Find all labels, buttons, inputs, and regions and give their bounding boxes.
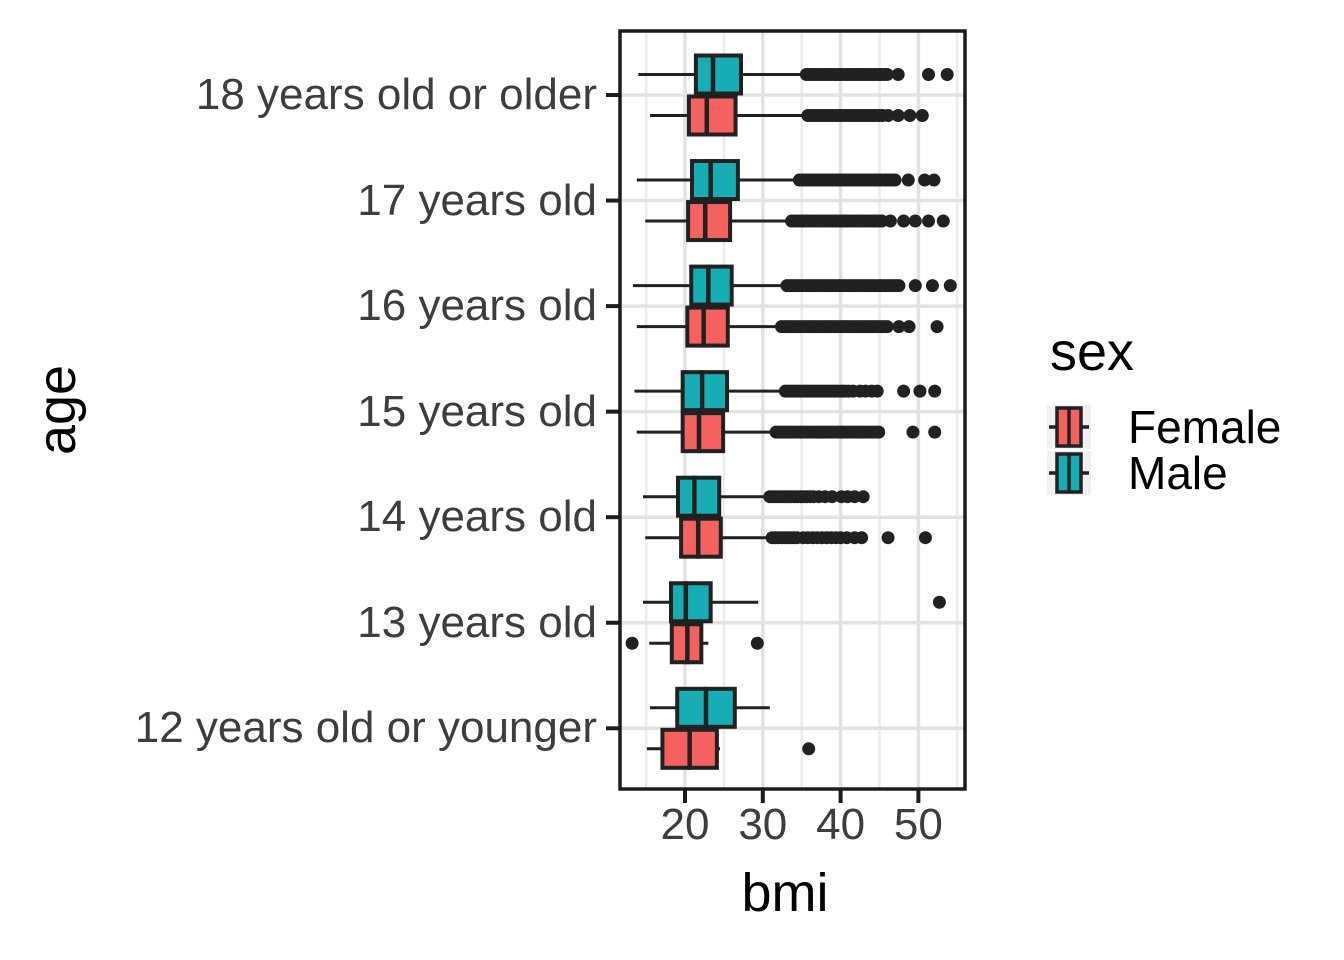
outlier-point — [915, 109, 929, 122]
outlier-point — [856, 490, 870, 504]
legend-key-glyph — [1047, 451, 1091, 495]
outlier-point — [888, 173, 902, 187]
y-tick-label: 15 years old — [357, 386, 597, 436]
outlier-point — [897, 384, 911, 398]
boxplot-4-male — [642, 475, 870, 518]
outlier-point — [922, 214, 936, 228]
outlier-point — [932, 595, 946, 609]
boxplot-1-female — [645, 200, 950, 243]
outlier-point — [906, 425, 920, 439]
outlier-point — [901, 173, 915, 187]
boxplot-1-male — [636, 159, 941, 202]
box-iqr — [679, 516, 723, 559]
box-iqr — [693, 53, 744, 96]
legend-title: sex — [1050, 322, 1135, 382]
legend-key-glyph — [1047, 405, 1091, 449]
boxplot-6-male — [649, 686, 770, 729]
boxplot-4-female — [645, 516, 932, 559]
x-tick-label: 50 — [893, 800, 943, 849]
box-iqr — [689, 264, 734, 307]
outlier-point — [892, 320, 906, 334]
outlier-point — [903, 109, 917, 122]
outlier-point — [872, 425, 886, 439]
box-iqr — [690, 159, 740, 202]
legend: sex Female Male — [1046, 324, 1281, 496]
outlier-point — [922, 68, 936, 81]
outlier-point — [825, 490, 839, 504]
legend-item-male: Male — [1046, 450, 1281, 496]
boxplot-5-male — [642, 581, 946, 624]
outlier-point — [940, 68, 954, 81]
outlier-point — [908, 279, 922, 293]
y-tick-label: 14 years old — [357, 492, 597, 542]
box-iqr — [685, 305, 730, 348]
box-iqr — [680, 411, 726, 454]
legend-item-female: Female — [1046, 404, 1281, 450]
x-tick-label: 20 — [660, 800, 710, 849]
box-iqr — [668, 581, 713, 624]
y-axis-title: age — [27, 364, 87, 456]
x-tick-label: 40 — [816, 800, 866, 849]
outlier-point — [925, 279, 939, 293]
boxplot-0-female — [649, 94, 929, 137]
outlier-point — [897, 214, 911, 228]
outlier-point — [870, 384, 884, 398]
outlier-point — [918, 173, 932, 187]
outlier-point — [913, 384, 927, 398]
boxplot-3-male — [634, 370, 942, 413]
boxplot-key-male-icon — [1046, 450, 1092, 496]
y-tick-label: 17 years old — [357, 175, 597, 225]
legend-label-female: Female — [1128, 401, 1282, 453]
outlier-point — [891, 68, 905, 81]
outlier-point — [943, 279, 957, 293]
outlier-point — [891, 109, 905, 122]
outlier-point — [880, 320, 894, 334]
outlier-point — [918, 531, 932, 545]
outlier-point — [855, 531, 869, 545]
outlier-point — [625, 636, 639, 650]
outlier-point — [927, 173, 941, 187]
outlier-point — [930, 320, 944, 334]
outlier-point — [880, 68, 894, 81]
boxplot-2-male — [632, 264, 957, 307]
outlier-point — [881, 531, 895, 545]
box-iqr — [680, 370, 730, 413]
outlier-point — [928, 384, 942, 398]
boxplot-2-female — [636, 305, 944, 348]
box-iqr — [686, 94, 738, 137]
y-tick-label: 13 years old — [357, 597, 597, 647]
x-axis-title: bmi — [741, 863, 829, 923]
outlier-point — [902, 320, 916, 334]
y-tick-label: 12 years old or younger — [134, 703, 597, 753]
y-tick-label: 18 years old or older — [195, 70, 597, 119]
gridlines — [620, 31, 965, 789]
outlier-point — [881, 109, 895, 122]
legend-label-male: Male — [1128, 447, 1228, 499]
x-tick-label: 30 — [738, 800, 788, 849]
boxplot-5-female — [625, 622, 764, 665]
y-tick-label: 16 years old — [357, 281, 597, 331]
outlier-point — [750, 636, 764, 650]
outlier-point — [802, 742, 816, 756]
outlier-point — [928, 425, 942, 439]
boxplot-key-female-icon — [1046, 404, 1092, 450]
boxplot-6-female — [646, 727, 816, 770]
box-iqr — [675, 475, 722, 518]
outlier-point — [908, 214, 922, 228]
box-iqr — [686, 200, 733, 243]
outlier-point — [883, 214, 897, 228]
boxplot-0-male — [638, 53, 954, 96]
boxplot-3-female — [636, 411, 942, 454]
outlier-point — [936, 214, 950, 228]
outlier-point — [892, 279, 906, 293]
